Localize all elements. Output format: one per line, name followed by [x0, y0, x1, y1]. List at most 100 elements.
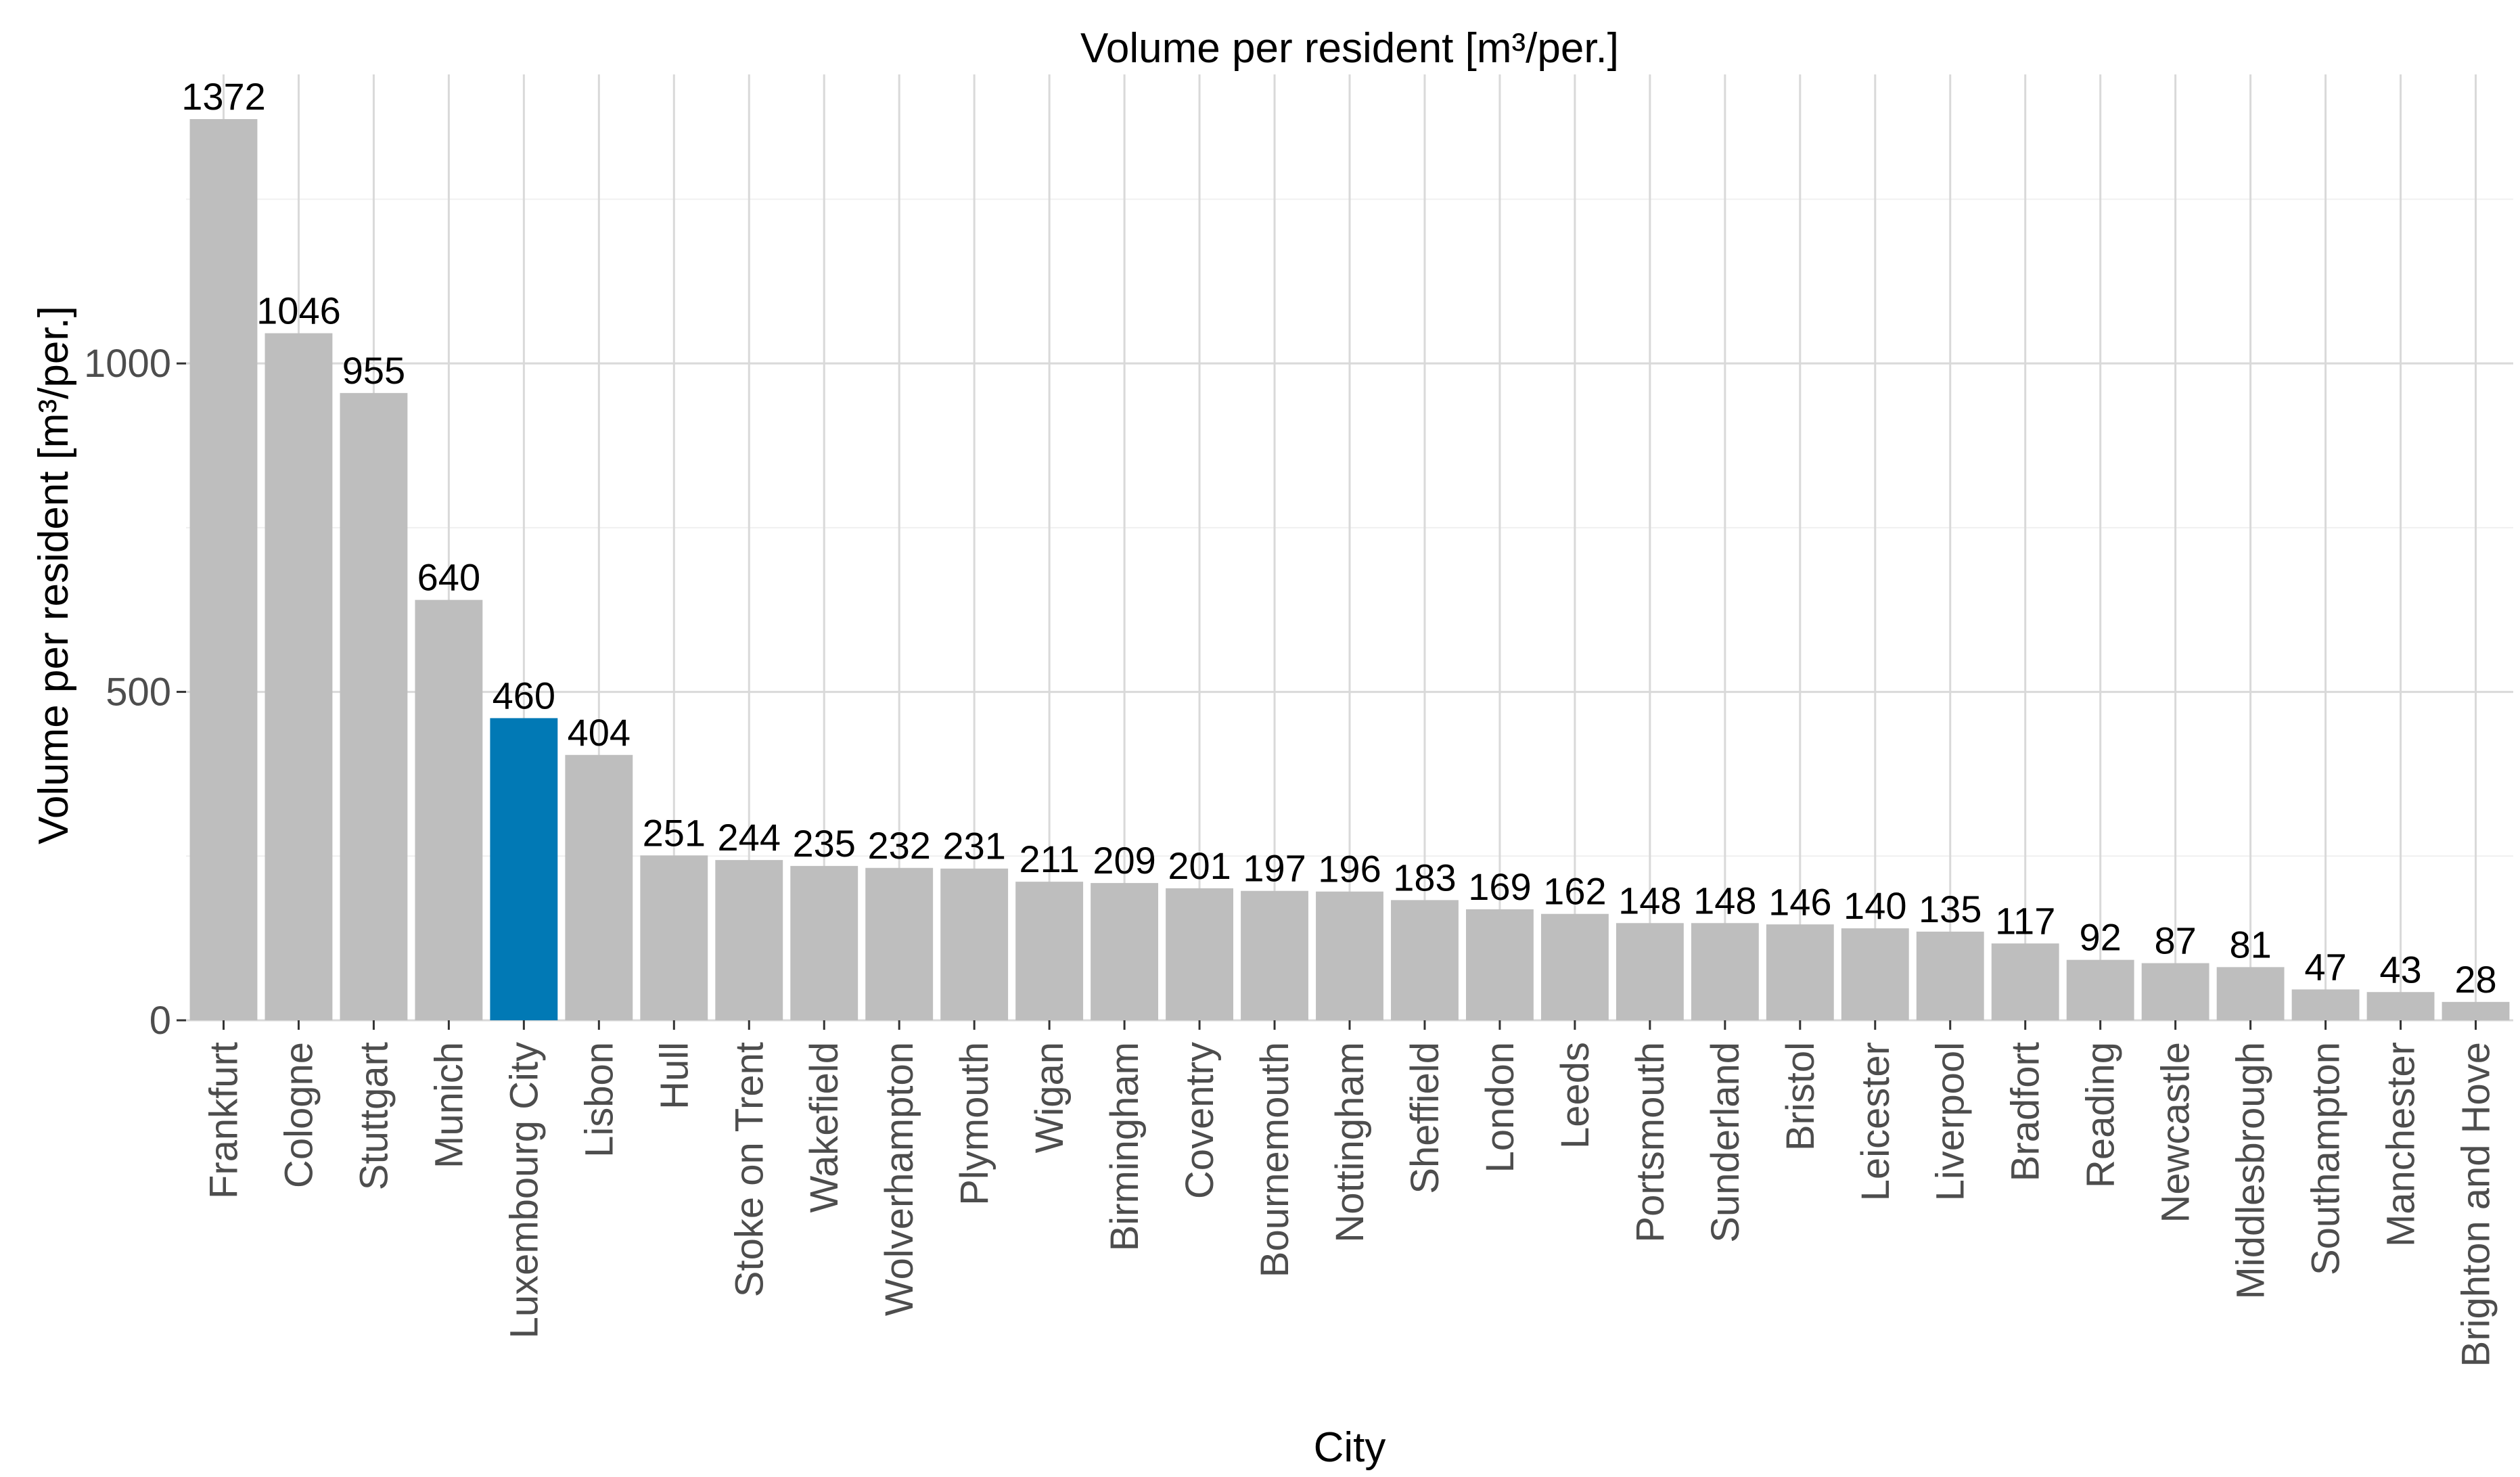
bar-wakefield — [790, 865, 858, 1020]
data-label-luxembourg-city: 460 — [492, 674, 555, 717]
x-tick-label-cologne: Cologne — [277, 1042, 321, 1188]
x-tick-label-bristol: Bristol — [1779, 1042, 1823, 1151]
bar-birmingham — [1091, 883, 1159, 1020]
bar-hull — [640, 855, 708, 1020]
x-tick-label-frankfurt: Frankfurt — [202, 1042, 246, 1199]
data-label-newcastle: 87 — [2154, 919, 2196, 962]
bar-bristol — [1766, 924, 1834, 1020]
x-tick-label-hull: Hull — [652, 1042, 696, 1110]
bar-reading — [2066, 959, 2134, 1020]
x-tick-label-sheffield: Sheffield — [1403, 1042, 1447, 1194]
bar-plymouth — [940, 868, 1009, 1020]
bar-manchester — [2366, 992, 2435, 1020]
data-label-lisbon: 404 — [568, 711, 631, 754]
x-tick-label-middlesbrough: Middlesbrough — [2229, 1042, 2273, 1299]
x-tick-label-bradfort: Bradfort — [2004, 1042, 2048, 1181]
data-label-leeds: 162 — [1543, 870, 1606, 913]
bar-luxembourg-city — [490, 718, 558, 1020]
chart-title: Volume per resident [m³/per.] — [1080, 25, 1619, 72]
data-label-birmingham: 209 — [1093, 839, 1155, 882]
data-label-stuttgart: 955 — [342, 349, 405, 392]
bar-nottingham — [1316, 891, 1383, 1020]
data-label-manchester: 43 — [2379, 948, 2421, 991]
x-axis-title: City — [1314, 1424, 1386, 1471]
bar-wigan — [1015, 882, 1084, 1020]
bar-liverpool — [1916, 931, 1984, 1020]
bar-bournemouth — [1241, 890, 1308, 1020]
x-tick-label-leicester: Leicester — [1854, 1042, 1898, 1201]
bar-lisbon — [565, 754, 633, 1020]
bar-wolverhampton — [865, 867, 934, 1020]
bars — [189, 119, 2510, 1021]
bar-cologne — [265, 333, 333, 1021]
x-tick-label-stoke-on-trent: Stoke on Trent — [727, 1042, 771, 1297]
bar-stoke-on-trent — [715, 860, 783, 1020]
bar-newcastle — [2141, 963, 2209, 1020]
bar-sunderland — [1691, 923, 1759, 1020]
bar-munich — [415, 599, 483, 1020]
bar-stuttgart — [340, 392, 408, 1020]
x-tick-label-birmingham: Birmingham — [1103, 1042, 1147, 1251]
x-tick-label-wakefield: Wakefield — [802, 1042, 846, 1213]
x-tick-label-london: London — [1478, 1042, 1522, 1173]
y-tick-label: 1000 — [84, 342, 171, 386]
x-tick-label-brighton-and-hove: Brighton and Hove — [2454, 1042, 2498, 1367]
x-tick-label-sunderland: Sunderland — [1703, 1042, 1747, 1243]
data-label-leicester: 140 — [1843, 884, 1906, 927]
data-label-frankfurt: 1372 — [181, 75, 266, 118]
bar-sheffield — [1391, 900, 1459, 1020]
x-tick-label-nottingham: Nottingham — [1328, 1042, 1372, 1243]
x-tick-label-coventry: Coventry — [1178, 1042, 1222, 1199]
x-tick-label-wigan: Wigan — [1028, 1042, 1072, 1153]
x-tick-label-lisbon: Lisbon — [577, 1042, 621, 1158]
x-tick-label-portsmouth: Portsmouth — [1628, 1042, 1672, 1243]
bar-portsmouth — [1616, 923, 1684, 1020]
data-label-bradfort: 117 — [1995, 899, 2055, 942]
x-tick-label-reading: Reading — [2079, 1042, 2123, 1188]
data-label-portsmouth: 148 — [1618, 879, 1681, 922]
data-label-nottingham: 196 — [1318, 848, 1381, 890]
data-label-plymouth: 231 — [942, 825, 1005, 867]
y-axis: 0 500 1000 — [84, 342, 186, 1043]
data-label-sunderland: 148 — [1693, 879, 1756, 922]
data-label-london: 169 — [1468, 865, 1531, 908]
data-label-stoke-on-trent: 244 — [718, 816, 781, 859]
x-axis: Frankfurt Cologne Stuttgart Munich Luxembour… — [202, 1020, 2498, 1367]
data-label-liverpool: 135 — [1919, 888, 1981, 930]
data-label-middlesbrough: 81 — [2229, 923, 2271, 965]
bar-leeds — [1540, 913, 1609, 1020]
bar-southampton — [2291, 989, 2360, 1020]
data-label-hull: 251 — [643, 811, 706, 854]
y-tick-label: 500 — [106, 671, 171, 714]
data-label-munich: 640 — [417, 556, 480, 599]
data-label-reading: 92 — [2080, 916, 2122, 959]
x-tick-label-luxembourg-city: Luxembourg City — [502, 1042, 546, 1338]
bar-leicester — [1841, 928, 1909, 1020]
x-tick-label-plymouth: Plymouth — [953, 1042, 996, 1206]
data-label-cologne: 1046 — [256, 290, 341, 332]
data-label-bristol: 146 — [1768, 880, 1831, 923]
bar-frankfurt — [189, 119, 258, 1021]
data-label-sheffield: 183 — [1393, 856, 1456, 899]
x-tick-label-newcastle: Newcastle — [2154, 1042, 2198, 1223]
x-tick-label-stuttgart: Stuttgart — [352, 1042, 396, 1190]
x-tick-label-bournemouth: Bournemouth — [1253, 1042, 1297, 1277]
bar-brighton-and-hove — [2442, 1001, 2510, 1020]
data-label-wakefield: 235 — [793, 822, 856, 865]
bar-middlesbrough — [2216, 967, 2285, 1020]
x-tick-label-liverpool: Liverpool — [1929, 1042, 1973, 1201]
data-label-wolverhampton: 232 — [867, 824, 930, 867]
x-tick-label-munich: Munich — [427, 1042, 471, 1168]
data-label-bournemouth: 197 — [1243, 847, 1306, 890]
data-label-southampton: 47 — [2304, 945, 2346, 988]
x-tick-label-manchester: Manchester — [2379, 1042, 2423, 1247]
data-label-wigan: 211 — [1019, 838, 1079, 880]
data-label-coventry: 201 — [1168, 844, 1231, 887]
x-tick-label-wolverhampton: Wolverhampton — [877, 1042, 921, 1316]
bar-london — [1466, 909, 1534, 1020]
y-axis-title: Volume per resident [m³/per.] — [30, 306, 77, 844]
y-tick-label: 0 — [150, 999, 171, 1043]
bar-bradfort — [1991, 943, 2059, 1020]
